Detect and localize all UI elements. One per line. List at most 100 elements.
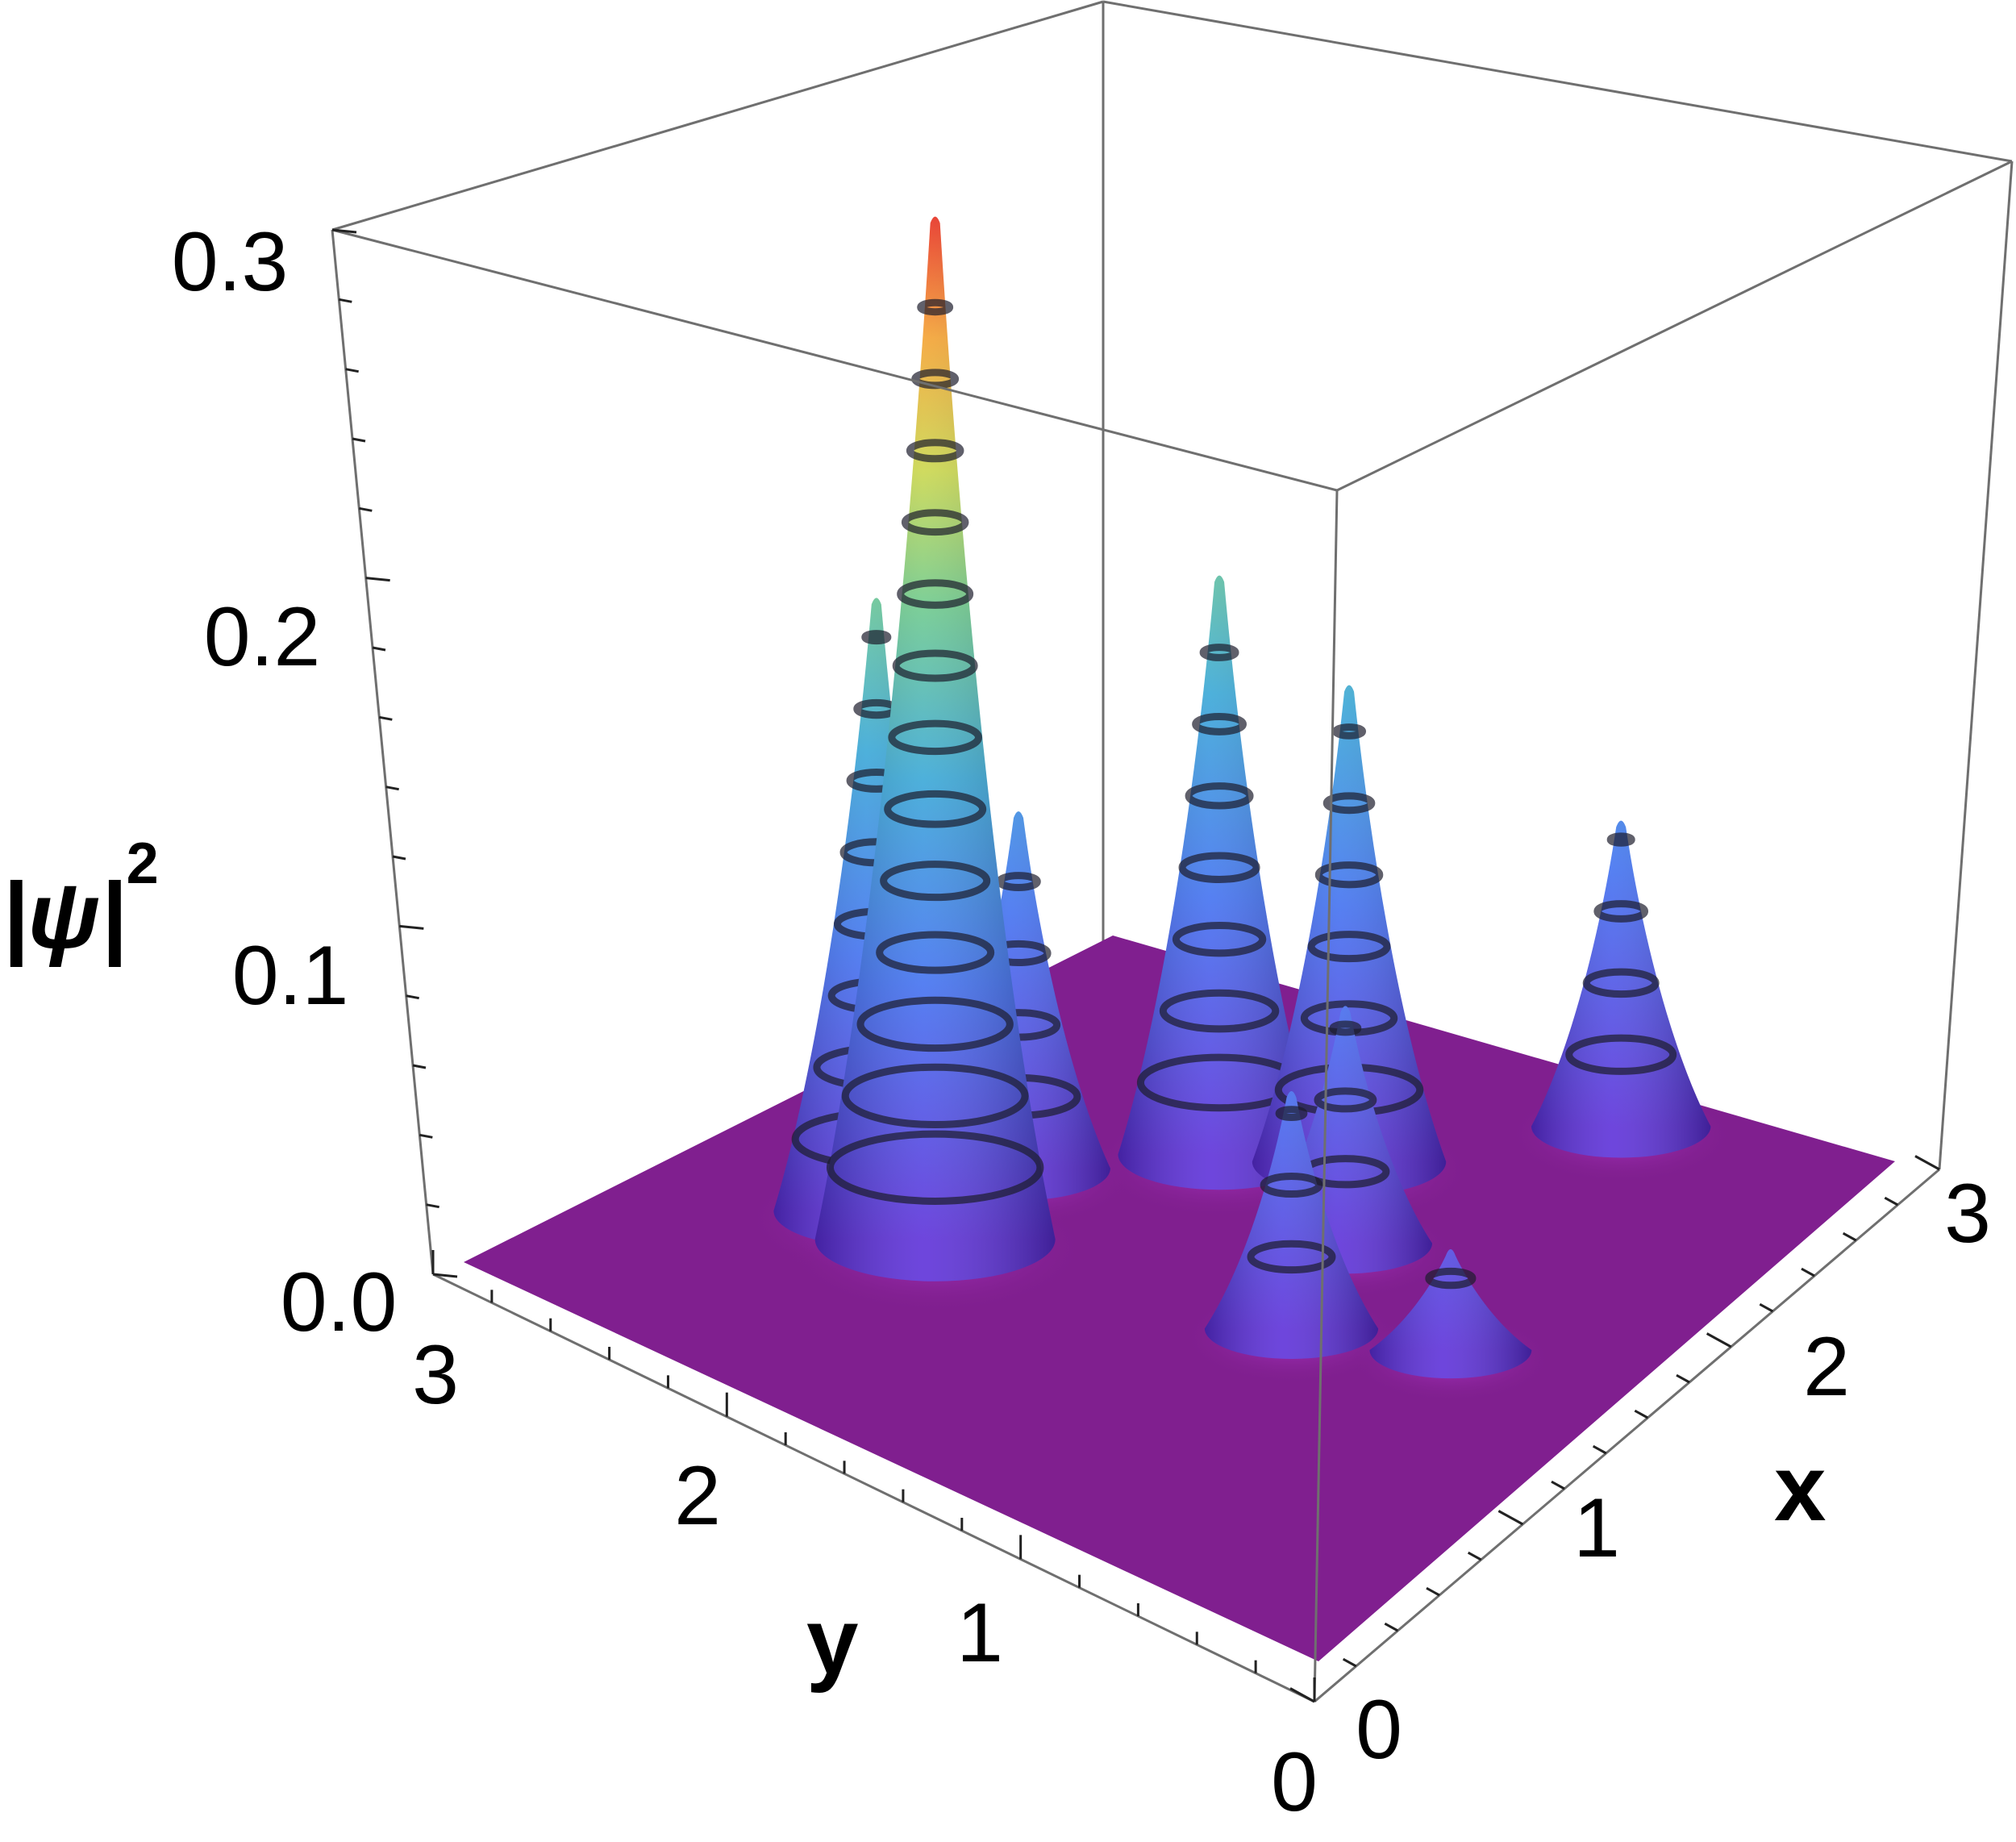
box-edge <box>432 1273 1315 1703</box>
contour-ring <box>1178 852 1260 883</box>
contour-ring <box>1593 900 1649 923</box>
x-tick <box>1914 1155 1940 1171</box>
peak-shading <box>1531 820 1711 1158</box>
y-tick-label: 1 <box>956 1586 1003 1680</box>
contour-ring <box>892 649 978 682</box>
x-tick-label: 1 <box>1573 1482 1620 1575</box>
y-axis-title: y <box>806 1589 859 1694</box>
contour-ring <box>861 630 892 645</box>
z-tick <box>352 437 366 443</box>
z-tick <box>339 298 352 303</box>
peak <box>1118 575 1321 1190</box>
contour-ring <box>1159 989 1280 1033</box>
x-tick <box>1384 1622 1399 1632</box>
box-edge <box>331 229 435 1275</box>
contour-ring <box>1332 723 1367 740</box>
contour-ring <box>856 996 1014 1052</box>
contour-ring <box>906 439 964 463</box>
z-tick <box>345 368 359 373</box>
bounding-box-back <box>331 0 2013 1275</box>
peak <box>1531 820 1711 1158</box>
peak <box>1204 1091 1379 1359</box>
z-tick-label: 0.3 <box>172 215 289 309</box>
z-axis-title-exponent: 2 <box>127 831 159 896</box>
contour-ring <box>1314 861 1384 889</box>
z-tick <box>385 786 399 791</box>
contour-ring <box>826 1130 1044 1205</box>
box-edge <box>1336 160 2013 492</box>
peak <box>1252 685 1447 1196</box>
z-tick-label: 0.1 <box>232 929 349 1023</box>
peak-shading <box>1369 1249 1532 1379</box>
contour-ring <box>884 790 987 828</box>
box-edge <box>331 0 1104 231</box>
z-tick-label: 0.0 <box>281 1256 398 1349</box>
contour-ring <box>1260 1173 1323 1198</box>
x-tick-label: 3 <box>1944 1167 1991 1261</box>
contour-ring <box>876 931 995 974</box>
box-edge <box>331 228 1338 492</box>
z-tick <box>379 715 393 721</box>
contour-ring <box>901 509 969 536</box>
contour-ring <box>888 719 982 756</box>
x-tick-label: 2 <box>1803 1320 1850 1414</box>
contour-ring <box>1314 1087 1377 1113</box>
x-tick <box>1634 1409 1649 1419</box>
box-edge <box>1938 160 2014 1170</box>
x-tick <box>1467 1551 1482 1561</box>
peak-shading <box>1204 1091 1379 1359</box>
z-tick <box>412 1064 427 1069</box>
peak <box>814 216 1056 1281</box>
z-tick <box>365 577 390 582</box>
z-axis-title: |ψ|2 <box>2 831 159 968</box>
contour-ring <box>1425 1267 1477 1290</box>
x-tick-label: 0 <box>1356 1683 1402 1777</box>
peaks-layer <box>773 216 1711 1379</box>
contour-ring <box>1606 832 1635 847</box>
x-tick <box>1289 1687 1315 1703</box>
bounding-box-front <box>331 160 2014 1703</box>
z-tick <box>419 1133 433 1139</box>
z-tick <box>372 646 386 652</box>
x-tick <box>1592 1444 1607 1455</box>
contour-ring <box>1329 1020 1362 1036</box>
x-tick <box>1497 1510 1524 1526</box>
peak-shading <box>1252 685 1447 1196</box>
x-tick <box>1884 1196 1899 1206</box>
contour-ring <box>1582 968 1660 998</box>
contour-ring <box>1172 921 1267 957</box>
box-edge <box>1314 1168 1940 1703</box>
y-axis-ticks <box>431 1250 1316 1702</box>
x-tick <box>1551 1480 1565 1490</box>
x-axis-ticks <box>1289 1155 1940 1703</box>
contour-ring <box>1565 1034 1677 1075</box>
y-tick-label: 2 <box>674 1449 721 1543</box>
z-axis-title-base: |ψ| <box>2 863 127 968</box>
contour-ring <box>897 579 974 609</box>
z-tick <box>331 228 357 234</box>
contour-ring <box>1247 1240 1336 1274</box>
x-tick <box>1842 1231 1857 1242</box>
contour-ring <box>996 872 1041 892</box>
y-tick-label: 3 <box>412 1328 459 1422</box>
box-edge <box>1313 490 1339 1702</box>
z-tick <box>359 506 373 512</box>
y-tick-label: 0 <box>1271 1736 1318 1829</box>
contour-ring <box>917 298 954 316</box>
contour-ring <box>880 861 991 902</box>
z-tick <box>426 1203 439 1209</box>
x-tick <box>1676 1373 1690 1384</box>
z-tick <box>399 924 424 930</box>
z-tick <box>392 855 406 861</box>
contour-ring <box>1307 931 1391 963</box>
contour-ring <box>841 1063 1029 1129</box>
contour-ring <box>1185 782 1254 810</box>
x-tick <box>1342 1657 1357 1668</box>
contour-ring <box>1199 644 1239 661</box>
z-tick <box>406 994 419 1000</box>
x-tick <box>1801 1267 1815 1277</box>
box-edge <box>1102 0 2013 163</box>
z-tick-label: 0.2 <box>204 590 321 684</box>
z-axis-ticks <box>331 228 458 1278</box>
